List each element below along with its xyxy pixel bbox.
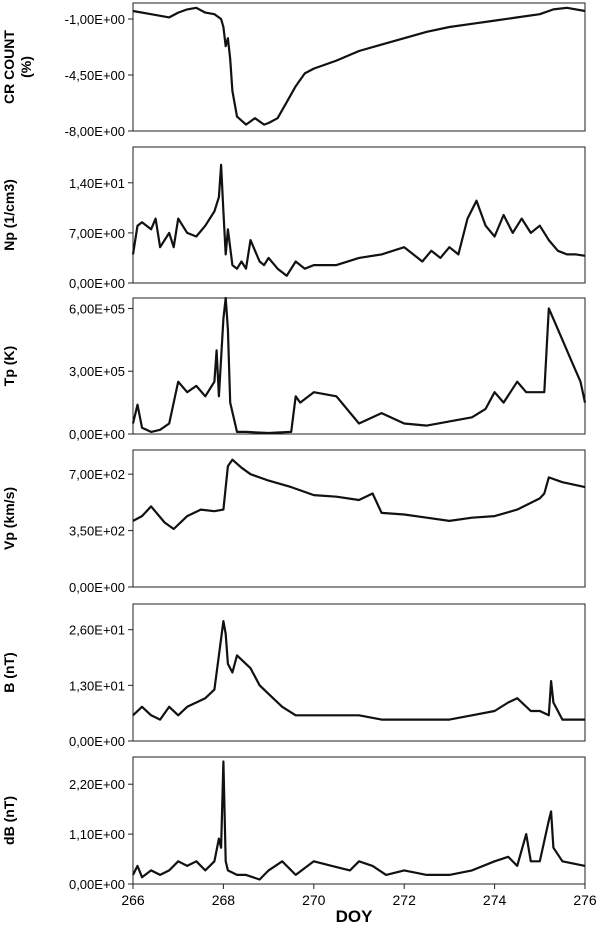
- series-line: [131, 296, 587, 435]
- series-line: [132, 760, 586, 881]
- y-tick-label: 3,00E+05: [69, 364, 125, 379]
- y-axis-label: Tp (K): [1, 346, 17, 386]
- panel-4: 0,00E+00 3,50E+02 7,00E+02 Vp (km/s): [1, 449, 586, 595]
- series-line: [132, 620, 585, 721]
- plot-frame: [132, 146, 586, 284]
- y-tick-label: 2,20E+00: [69, 777, 125, 792]
- x-tick-label: 274: [483, 892, 507, 908]
- series-line: [132, 458, 586, 531]
- y-tick-label: 1,30E+01: [69, 678, 125, 693]
- y-tick-label: 1,40E+01: [69, 176, 125, 191]
- y-axis-label: CR COUNT: [1, 30, 17, 104]
- y-tick-label: 3,50E+02: [69, 524, 125, 539]
- y-tick-label: 0,00E+00: [69, 276, 125, 291]
- y-tick-label: 0,00E+00: [69, 427, 125, 442]
- x-tick-label: 268: [212, 892, 236, 908]
- panel-6: 0,00E+00 1,10E+00 2,20E+00 dB (nT): [1, 756, 586, 892]
- y-axis-label: Np (1/cm3): [1, 179, 17, 251]
- y-axis-label: (%): [18, 56, 34, 78]
- y-tick-label: -4,50E+00: [65, 68, 125, 83]
- x-axis-label: DOY: [336, 907, 374, 926]
- plot-frame: [132, 756, 586, 885]
- panel-1: -1,00E+00 -4,50E+00 -8,00E+00 CR COUNT (%): [1, 2, 586, 139]
- y-axis-label: Vp (km/s): [1, 487, 17, 550]
- panel-3: 0,00E+00 3,00E+05 6,00E+05 Tp (K): [1, 296, 587, 442]
- y-tick-label: 0,00E+00: [69, 734, 125, 749]
- y-tick-label: -8,00E+00: [65, 124, 125, 139]
- x-tick-label: 276: [573, 892, 597, 908]
- y-tick-label: 7,00E+02: [69, 467, 125, 482]
- series-line: [132, 6, 586, 126]
- y-tick-label: 1,10E+00: [69, 827, 125, 842]
- y-tick-label: 7,00E+00: [69, 226, 125, 241]
- series-line: [131, 163, 586, 277]
- y-axis-label: dB (nT): [1, 796, 17, 845]
- y-tick-label: 0,00E+00: [69, 580, 125, 595]
- x-tick-label: 270: [302, 892, 326, 908]
- y-tick-label: 2,60E+01: [69, 623, 125, 638]
- y-tick-label: -1,00E+00: [65, 12, 125, 27]
- panel-2: 0,00E+00 7,00E+00 1,40E+01 Np (1/cm3): [1, 146, 586, 291]
- plot-frame: [132, 297, 586, 435]
- y-axis-label: B (nT): [1, 652, 17, 692]
- x-tick-label: 266: [121, 892, 145, 908]
- x-tick-label: 272: [393, 892, 417, 908]
- panel-5: 0,00E+00 1,30E+01 2,60E+01 B (nT): [1, 603, 586, 749]
- plot-frame: [132, 603, 586, 742]
- plot-frame: [132, 449, 586, 588]
- plot-frame: [132, 2, 586, 132]
- y-tick-label: 0,00E+00: [69, 877, 125, 892]
- y-tick-label: 6,00E+05: [69, 301, 125, 316]
